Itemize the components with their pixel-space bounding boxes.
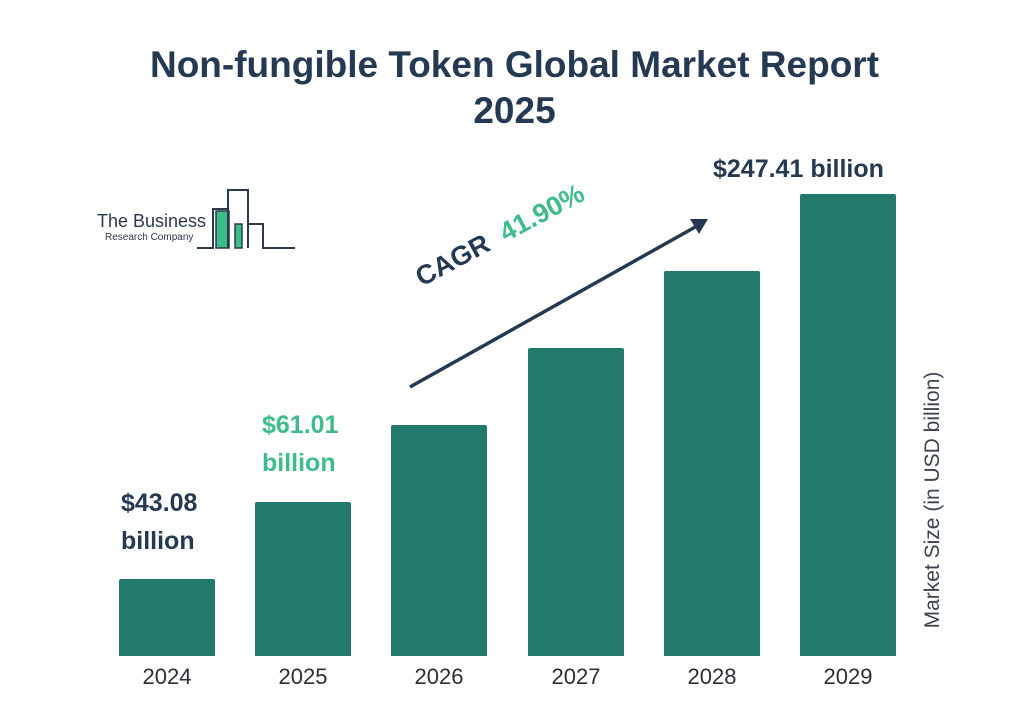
- cagr-value: 41.90%: [494, 178, 590, 248]
- value-label-2024: $43.08 billion: [121, 484, 197, 560]
- y-axis-label: Market Size (in USD billion): [921, 371, 944, 629]
- bar-2028: [664, 271, 760, 656]
- chart-title-line2: 2025: [473, 90, 556, 131]
- logo-buildings-icon: [197, 189, 295, 249]
- value-label-2029-amount: $247.41 billion: [713, 155, 884, 183]
- logo-text-line2: Research Company: [105, 232, 194, 243]
- chart-title: Non-fungible Token Global Market Report …: [0, 42, 1029, 134]
- x-tick-2029: 2029: [823, 664, 873, 689]
- x-tick-2026: 2026: [414, 664, 464, 689]
- value-label-2025-unit: billion: [262, 449, 336, 477]
- company-logo: The Business Research Company: [97, 188, 297, 250]
- bar-2026: [391, 425, 487, 656]
- x-tick-2024: 2024: [142, 664, 192, 689]
- bar-2029: [800, 194, 896, 656]
- x-tick-2027: 2027: [551, 664, 601, 689]
- value-label-2025-amount: $61.01: [262, 411, 339, 439]
- chart-title-line1: Non-fungible Token Global Market Report: [149, 44, 880, 85]
- bar-2024: [119, 579, 215, 656]
- bar-2027: [528, 348, 624, 656]
- logo-text-line1: The Business: [97, 211, 207, 231]
- cagr-annotation: CAGR 41.90%: [410, 178, 589, 293]
- bar-2025: [255, 502, 351, 656]
- cagr-label: CAGR: [410, 228, 495, 293]
- value-label-2024-amount: $43.08: [121, 489, 198, 517]
- x-tick-2028: 2028: [687, 664, 737, 689]
- value-label-2025: $61.01 billion: [262, 406, 338, 482]
- x-tick-2025: 2025: [278, 664, 328, 689]
- value-label-2029: $247.41 billion: [713, 150, 884, 188]
- value-label-2024-unit: billion: [121, 527, 195, 555]
